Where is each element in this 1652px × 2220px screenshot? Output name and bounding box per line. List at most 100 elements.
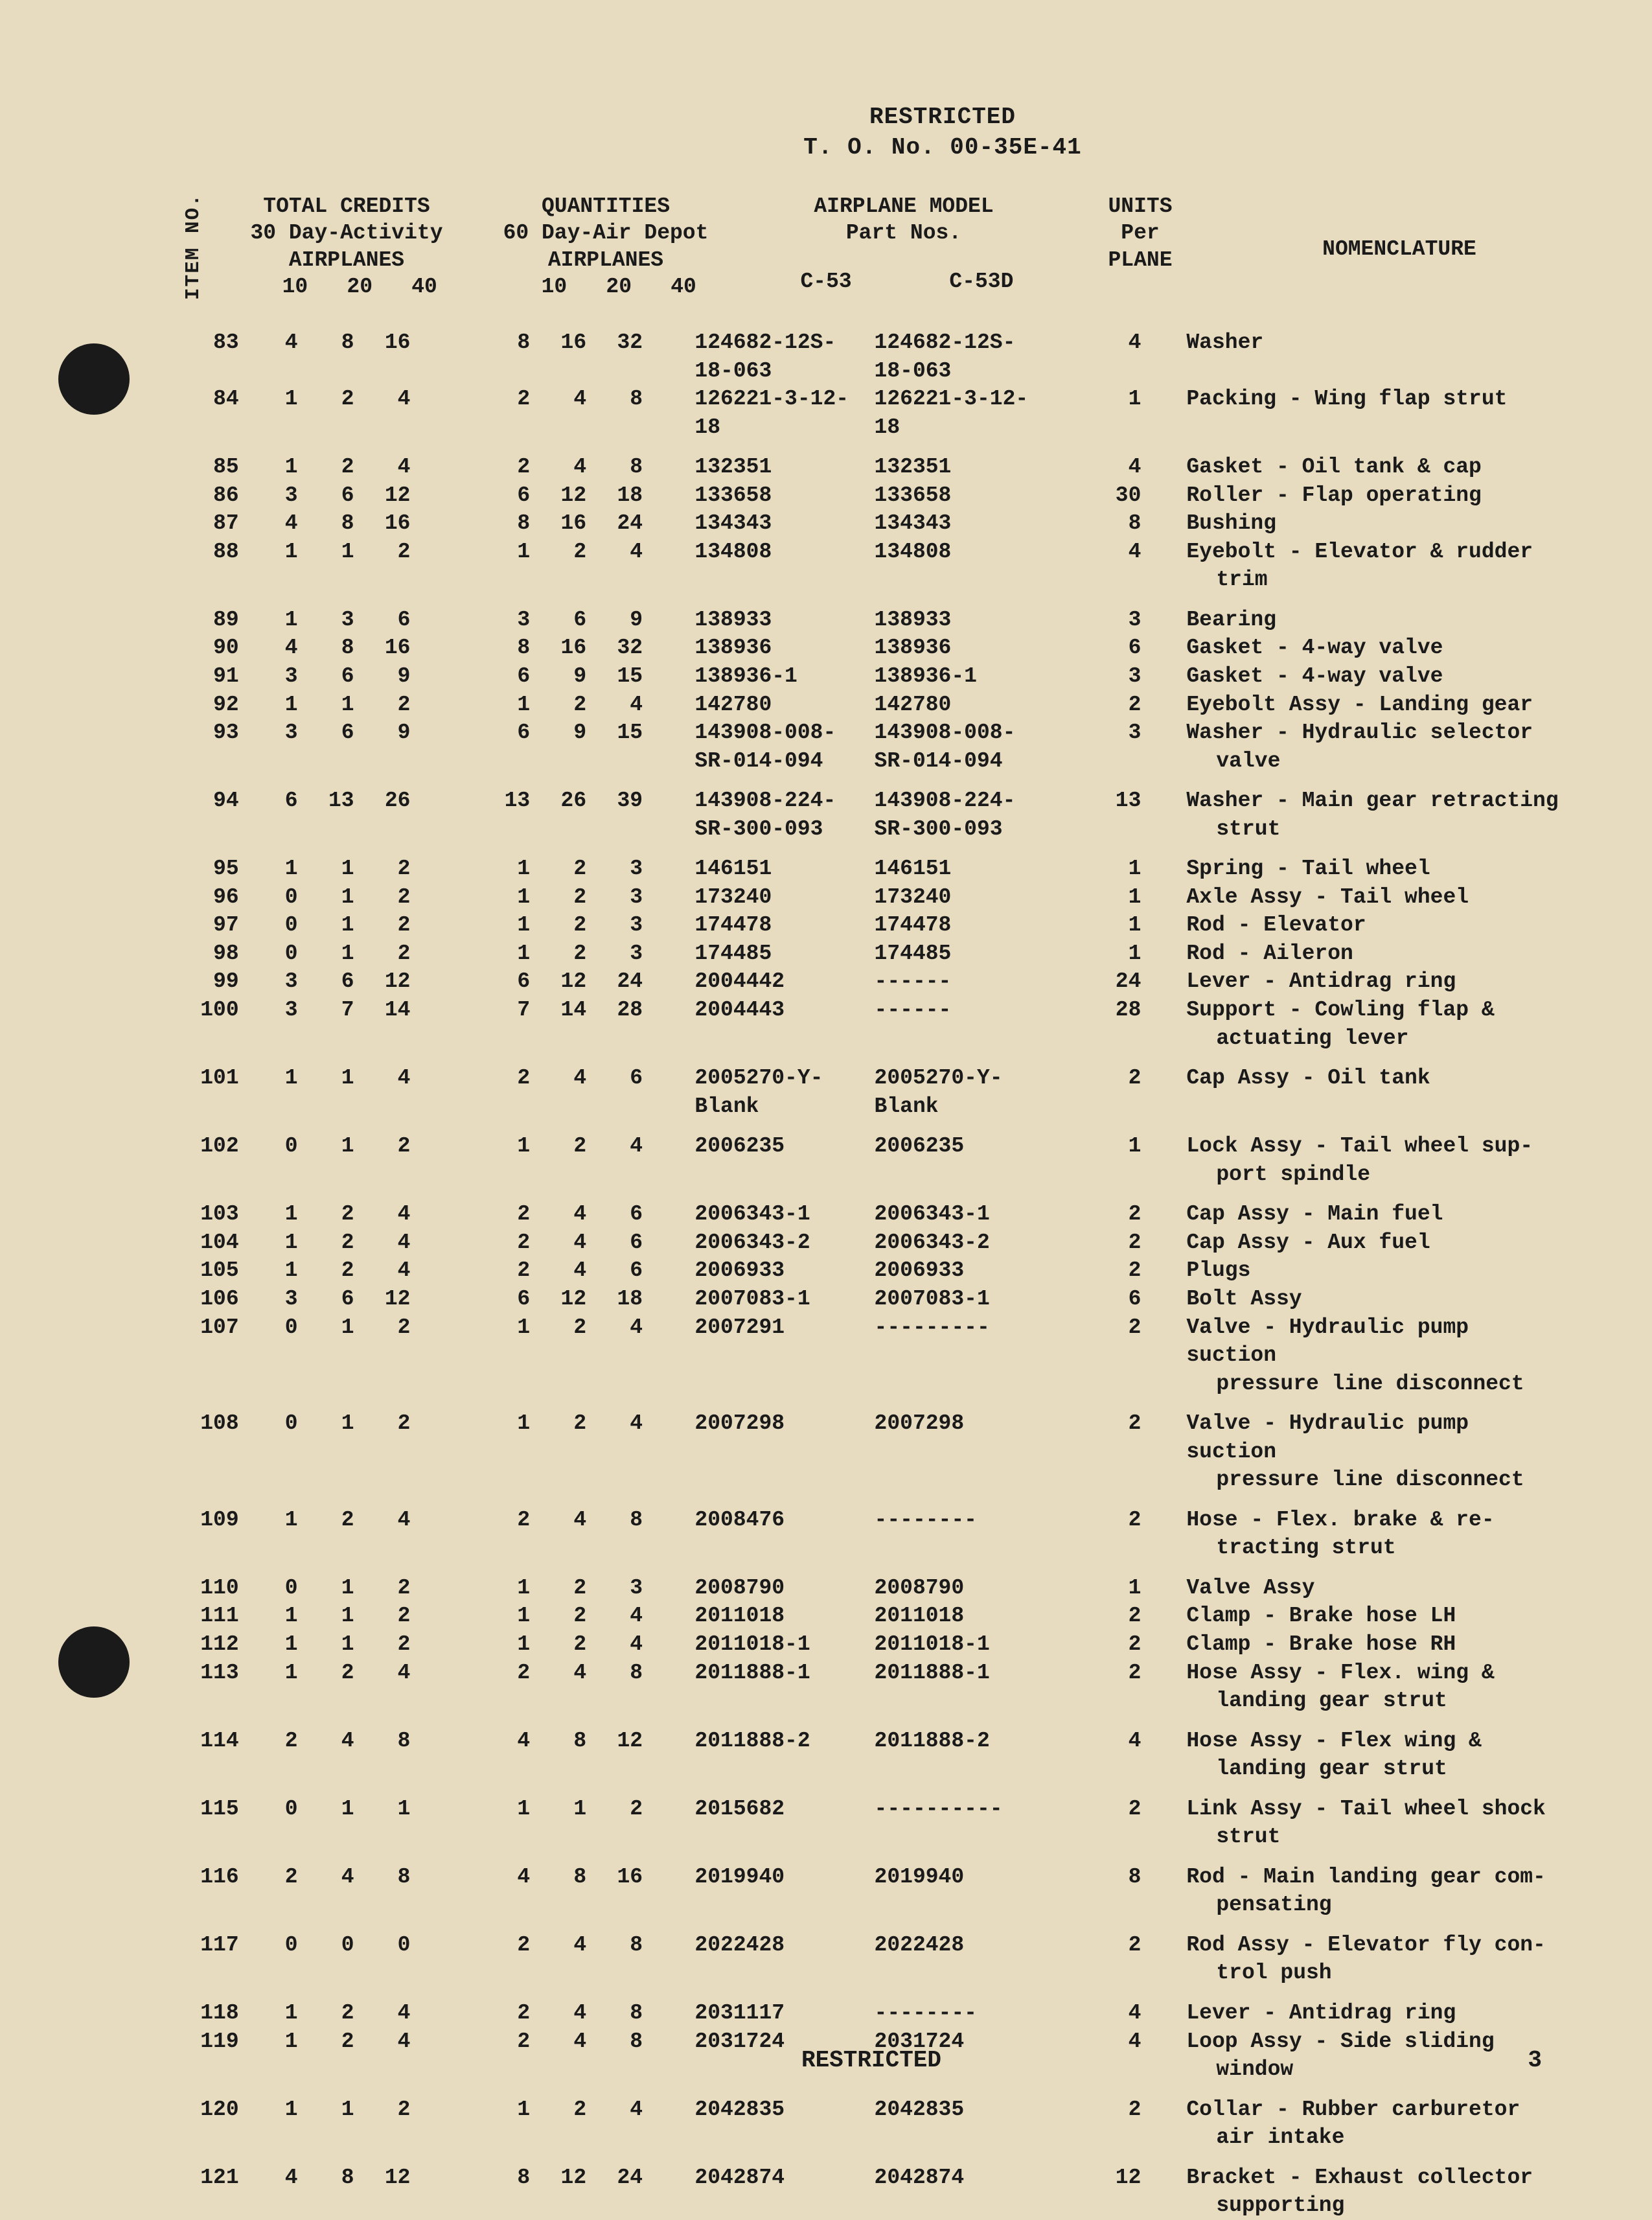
cell-part-c53: 173240 <box>688 883 867 912</box>
cell-item-no: 117 <box>181 1931 252 1987</box>
table-row: 970121231744781744781Rod - Elevator <box>181 911 1561 940</box>
table-row: 1003714714282004443------28Support - Cow… <box>181 996 1561 1052</box>
table-row: 1031242462006343-12006343-12Cap Assy - M… <box>181 1200 1561 1229</box>
cell-q20: 4 <box>540 453 597 481</box>
cell-nomenclature: Rod - Elevator <box>1167 911 1561 940</box>
cell-item-no: 93 <box>181 719 252 775</box>
cell-tc20: 1 <box>308 1574 365 1602</box>
cell-units: 2 <box>1048 1931 1167 1987</box>
col-total-credits: TOTAL CREDITS 30 Day-Activity AIRPLANES … <box>240 193 453 300</box>
footer-restricted: RESTRICTED <box>0 2047 1652 2074</box>
cell-part-c53d: 143908-008-SR-014-094 <box>868 719 1048 775</box>
cell-item-no: 88 <box>181 538 252 594</box>
cell-tc10: 1 <box>252 1659 308 1715</box>
cell-units: 3 <box>1048 662 1167 691</box>
cell-q40: 24 <box>597 967 653 996</box>
cell-part-c53d: 138936 <box>868 634 1048 662</box>
cell-nomenclature: Gasket - 4-way valve <box>1167 662 1561 691</box>
cell-part-c53: 2004443 <box>688 996 867 1052</box>
cell-q10: 1 <box>484 883 540 912</box>
cell-part-c53d: 2005270-Y-Blank <box>868 1064 1048 1120</box>
header-to-number: T. O. No. 00-35E-41 <box>324 134 1561 161</box>
cell-q20: 16 <box>540 634 597 662</box>
cell-q10: 2 <box>484 1229 540 1257</box>
cell-q20: 9 <box>540 719 597 775</box>
cell-part-c53d: ---------- <box>868 1795 1048 1851</box>
cell-units: 2 <box>1048 1602 1167 1630</box>
cell-units: 4 <box>1048 329 1167 385</box>
qty-sub1: 60 Day-Air Depot <box>492 220 719 246</box>
cell-item-no: 108 <box>181 1409 252 1494</box>
cell-tc10: 3 <box>252 1285 308 1313</box>
cell-tc20: 6 <box>308 967 365 996</box>
cell-item-no: 110 <box>181 1574 252 1602</box>
cell-nomenclature: Lock Assy - Tail wheel sup-port spindle <box>1167 1132 1561 1188</box>
cell-tc10: 1 <box>252 606 308 634</box>
units-sub2: PLANE <box>1082 247 1199 273</box>
cell-nomenclature: Washer - Main gear retractingstrut <box>1167 787 1561 843</box>
cell-nomenclature: Lever - Antidrag ring <box>1167 967 1561 996</box>
cell-q40: 4 <box>597 1313 653 1398</box>
cell-q10: 2 <box>484 1999 540 2028</box>
cell-q20: 2 <box>540 883 597 912</box>
table-row: 904816816321389361389366Gasket - 4-way v… <box>181 634 1561 662</box>
table-row: 1162484816201994020199408Rod - Main land… <box>181 1863 1561 1919</box>
table-row: 9461326132639143908-224-SR-300-093143908… <box>181 787 1561 843</box>
cell-part-c53: 2008790 <box>688 1574 867 1602</box>
cell-q10: 1 <box>484 911 540 940</box>
cell-units: 4 <box>1048 1727 1167 1783</box>
cell-tc10: 0 <box>252 940 308 968</box>
cell-part-c53d: 173240 <box>868 883 1048 912</box>
cell-units: 2 <box>1048 1256 1167 1285</box>
table-row: 1070121242007291---------2Valve - Hydrau… <box>181 1313 1561 1398</box>
cell-part-c53d: 2022428 <box>868 1931 1048 1987</box>
cell-tc40: 4 <box>365 385 421 441</box>
cell-q20: 4 <box>540 1229 597 1257</box>
cell-part-c53d: ------ <box>868 996 1048 1052</box>
cell-part-c53d: 133658 <box>868 481 1048 510</box>
table-row: 851242481323511323514Gasket - Oil tank &… <box>181 453 1561 481</box>
cell-nomenclature: Support - Cowling flap &actuating lever <box>1167 996 1561 1052</box>
cell-item-no: 98 <box>181 940 252 968</box>
cell-units: 8 <box>1048 1863 1167 1919</box>
cell-q40: 15 <box>597 719 653 775</box>
cell-q10: 2 <box>484 385 540 441</box>
cell-tc10: 0 <box>252 1574 308 1602</box>
cell-q20: 12 <box>540 481 597 510</box>
cell-q20: 4 <box>540 1659 597 1715</box>
parts-table: 83481681632124682-12S-18-063124682-12S-1… <box>181 329 1561 2220</box>
cell-nomenclature: Rod Assy - Elevator fly con-trol push <box>1167 1931 1561 1987</box>
cell-part-c53d: 142780 <box>868 691 1048 719</box>
cell-q40: 24 <box>597 2164 653 2220</box>
cell-units: 1 <box>1048 911 1167 940</box>
cell-part-c53d: 2011888-2 <box>868 1727 1048 1783</box>
col-quantities: QUANTITIES 60 Day-Air Depot AIRPLANES 10… <box>492 193 719 300</box>
cell-tc10: 1 <box>252 1506 308 1562</box>
cell-q10: 1 <box>484 1602 540 1630</box>
cell-part-c53d: 2042835 <box>868 2096 1048 2152</box>
cell-tc40: 2 <box>365 1602 421 1630</box>
cell-q40: 3 <box>597 855 653 883</box>
cell-item-no: 85 <box>181 453 252 481</box>
cell-part-c53d: 2008790 <box>868 1574 1048 1602</box>
cell-part-c53: 2007083-1 <box>688 1285 867 1313</box>
cell-tc40: 16 <box>365 509 421 538</box>
header-restricted: RESTRICTED <box>324 104 1561 130</box>
cell-units: 30 <box>1048 481 1167 510</box>
cell-q10: 1 <box>484 1313 540 1398</box>
cell-q10: 1 <box>484 940 540 968</box>
table-row: 84124248126221-3-12-18126221-3-12-181Pac… <box>181 385 1561 441</box>
cell-nomenclature: Bearing <box>1167 606 1561 634</box>
cell-tc10: 1 <box>252 1630 308 1659</box>
cell-nomenclature: Clamp - Brake hose LH <box>1167 1602 1561 1630</box>
cell-q10: 6 <box>484 967 540 996</box>
cell-part-c53: 134343 <box>688 509 867 538</box>
cell-tc40: 2 <box>365 883 421 912</box>
cell-item-no: 86 <box>181 481 252 510</box>
cell-tc20: 7 <box>308 996 365 1052</box>
cell-units: 6 <box>1048 1285 1167 1313</box>
cell-units: 4 <box>1048 1999 1167 2028</box>
cell-q40: 16 <box>597 1863 653 1919</box>
cell-part-c53: 138933 <box>688 606 867 634</box>
cell-part-c53: 2042874 <box>688 2164 867 2220</box>
